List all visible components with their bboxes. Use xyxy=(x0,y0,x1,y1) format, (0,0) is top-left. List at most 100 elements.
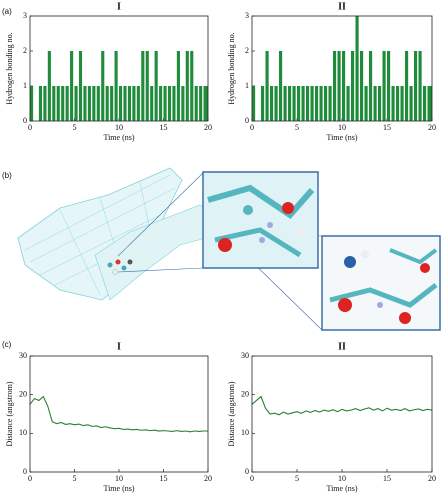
x-tick-label: 5 xyxy=(73,474,77,483)
bar xyxy=(154,51,158,121)
y-tick-label: 20 xyxy=(241,389,249,398)
y-tick-label: 30 xyxy=(241,351,249,360)
plot-frame xyxy=(251,15,433,122)
line xyxy=(29,395,208,433)
bar xyxy=(288,86,292,121)
bar xyxy=(38,86,43,121)
y-tick-label: 0 xyxy=(23,116,27,125)
bar xyxy=(114,51,118,121)
bar xyxy=(132,86,136,121)
x-tick-label: 20 xyxy=(204,123,212,132)
bar xyxy=(360,51,364,121)
bar xyxy=(396,86,400,121)
y-tick-label: 2 xyxy=(23,46,27,55)
x-tick-label: 0 xyxy=(250,474,254,483)
plot-frame xyxy=(29,15,209,122)
chart-title: II xyxy=(338,341,346,352)
bar xyxy=(423,86,427,121)
bar xyxy=(252,86,256,121)
bar xyxy=(292,86,296,121)
y-tick-label: 30 xyxy=(19,351,27,360)
bar xyxy=(351,51,355,121)
x-tick-label: 0 xyxy=(250,123,254,132)
bar xyxy=(30,86,34,121)
zoom-line xyxy=(117,172,204,257)
y-tick-label: 0 xyxy=(23,467,27,476)
bar xyxy=(261,86,265,121)
bar xyxy=(373,86,377,121)
bar xyxy=(65,86,69,121)
bar xyxy=(199,86,203,121)
x-tick-label: 10 xyxy=(115,474,123,483)
x-tick-label: 20 xyxy=(428,474,436,483)
bar xyxy=(310,86,314,121)
bar xyxy=(414,51,418,121)
line xyxy=(251,395,433,416)
bar xyxy=(110,86,114,121)
x-tick-label: 5 xyxy=(73,123,77,132)
bar xyxy=(163,86,167,121)
y-tick-label: 2 xyxy=(245,46,249,55)
bar xyxy=(52,86,56,121)
x-tick-label: 0 xyxy=(28,474,32,483)
bar xyxy=(172,86,176,121)
zoom-content xyxy=(329,248,438,324)
y-tick-label: 1 xyxy=(245,81,249,90)
bar xyxy=(315,86,319,121)
bar xyxy=(127,86,132,121)
x-tick-label: 5 xyxy=(295,123,299,132)
bar xyxy=(265,51,269,121)
bar xyxy=(333,51,337,121)
panel-label: (b) xyxy=(2,171,12,180)
y-axis-label: Distance (angstrom) xyxy=(227,381,236,446)
bar xyxy=(56,86,60,121)
bar xyxy=(400,86,404,121)
x-axis-label: Time (ns) xyxy=(103,133,134,142)
bar xyxy=(382,51,386,121)
x-tick-label: 10 xyxy=(115,123,123,132)
bar xyxy=(283,86,287,121)
bar xyxy=(159,86,163,121)
ligand xyxy=(107,259,133,275)
bar xyxy=(319,86,323,121)
bar xyxy=(61,86,65,121)
x-axis-label: Time (ns) xyxy=(326,133,357,142)
bar xyxy=(409,86,413,121)
x-tick-label: 15 xyxy=(160,474,168,483)
bar xyxy=(123,86,127,121)
x-tick-label: 15 xyxy=(160,123,168,132)
x-tick-label: 0 xyxy=(28,123,32,132)
bar xyxy=(306,86,310,121)
y-tick-label: 10 xyxy=(241,428,249,437)
bar xyxy=(342,51,346,121)
bar xyxy=(167,86,172,121)
bar xyxy=(204,86,208,121)
bar xyxy=(194,86,198,121)
bar xyxy=(324,86,328,121)
bar xyxy=(150,86,154,121)
bar xyxy=(136,86,140,121)
zoom-line xyxy=(117,267,204,273)
bar xyxy=(279,51,283,121)
y-tick-label: 20 xyxy=(19,389,27,398)
bar xyxy=(387,51,391,121)
bar xyxy=(70,51,74,121)
bar xyxy=(428,86,432,121)
y-tick-label: 3 xyxy=(245,11,249,20)
y-axis-label: Hydrogen bonding no. xyxy=(5,32,14,104)
bar xyxy=(190,51,194,121)
y-tick-label: 1 xyxy=(23,81,27,90)
x-axis-label: Time (ns) xyxy=(326,484,357,493)
y-tick-label: 3 xyxy=(23,11,27,20)
bar xyxy=(185,51,189,121)
bar xyxy=(105,86,109,121)
bar xyxy=(145,51,149,121)
y-tick-label: 10 xyxy=(19,428,27,437)
bar xyxy=(337,51,341,121)
x-tick-label: 15 xyxy=(383,123,391,132)
bar xyxy=(78,51,83,121)
bar xyxy=(74,86,78,121)
zoom-content xyxy=(207,184,315,258)
x-axis-label: Time (ns) xyxy=(103,484,134,493)
